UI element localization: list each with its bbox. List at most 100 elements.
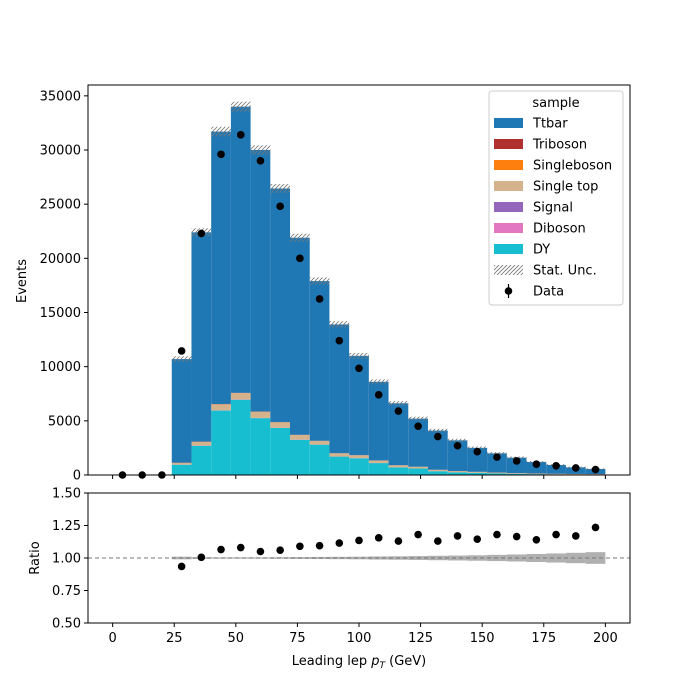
- bar-single-top-bin-19: [487, 472, 507, 474]
- bar-single-top-bin-13: [368, 460, 389, 463]
- stat-unc-bin-12: [349, 352, 369, 359]
- stacked-histogram: [171, 106, 606, 475]
- legend-entry-ttbar: Ttbar: [494, 117, 568, 132]
- bar-ttbar-bin-6: [230, 106, 251, 393]
- ratio-y-tick-label: 1.25: [52, 519, 81, 534]
- ratio-y-tick-label: 0.75: [52, 584, 81, 599]
- ratio-y-tick-label: 1.50: [52, 487, 81, 502]
- ratio-point: [355, 536, 363, 545]
- legend-swatch: [494, 223, 523, 233]
- data-point: [236, 131, 245, 139]
- legend-entry-stat-unc-: Stat. Unc.: [494, 264, 597, 279]
- ratio-point: [296, 542, 304, 551]
- legend-label: Singleboson: [533, 159, 612, 174]
- stat-unc-bin-9: [290, 233, 310, 242]
- legend-entry-triboson: Triboson: [494, 138, 587, 153]
- main-panel: 0 5000 10000 15000 20000 25000 30000 35000 Even…: [15, 84, 631, 484]
- data-point: [335, 336, 344, 345]
- x-tick-label: 50: [228, 631, 245, 646]
- bar-dy-bin-15: [408, 468, 428, 475]
- bar-dy-bin-7: [250, 418, 271, 475]
- ratio-point: [256, 547, 265, 556]
- bar-dy-bin-11: [329, 456, 350, 475]
- data-point: [296, 254, 304, 263]
- stat-unc-bin-6: [230, 101, 251, 112]
- data-point: [552, 461, 560, 470]
- ratio-x-axis: 0 25 50 75 100 125 150 175 200: [108, 623, 618, 646]
- bar-ttbar-bin-9: [290, 237, 310, 435]
- bar-single-top-bin-4: [191, 441, 212, 446]
- x-tick-label: 0: [108, 631, 116, 646]
- x-tick-label: 125: [408, 631, 433, 646]
- stat-unc-bin-17: [447, 438, 468, 442]
- bar-dy-bin-12: [349, 458, 369, 475]
- ratio-point: [512, 532, 521, 541]
- legend-entry-signal: Signal: [494, 201, 573, 216]
- stat-uncertainty-bands: [171, 101, 606, 470]
- legend-label: Diboson: [533, 222, 586, 237]
- ratio-point: [217, 545, 225, 554]
- bar-dy-bin-8: [270, 427, 291, 475]
- stat-unc-bin-18: [467, 446, 488, 450]
- stat-unc-bin-15: [408, 416, 428, 421]
- bar-single-top-bin-14: [388, 465, 409, 468]
- ratio-point: [197, 553, 206, 562]
- legend-label: Single top: [533, 180, 598, 195]
- data-point: [276, 202, 284, 211]
- bar-dy-bin-9: [290, 439, 310, 475]
- legend-marker: [504, 287, 513, 295]
- stat-unc-bin-7: [250, 145, 271, 155]
- legend-swatch: [494, 202, 523, 212]
- y-tick-label: 30000: [40, 144, 81, 159]
- ratio-point: [493, 530, 501, 539]
- legend-label: DY: [533, 243, 550, 258]
- legend: sample Ttbar Triboson Singleboson Single to…: [488, 90, 624, 306]
- bar-dy-bin-20: [506, 473, 527, 475]
- y-axis-label-ratio: Ratio: [28, 541, 43, 574]
- bar-single-top-bin-11: [329, 453, 350, 457]
- y-axis-label-events: Events: [15, 259, 30, 303]
- main-x-axis-ticks: [112, 475, 606, 479]
- bar-ttbar-bin-17: [447, 440, 468, 472]
- bar-single-top-bin-5: [211, 404, 231, 411]
- ratio-unc-bin: [546, 553, 566, 563]
- ratio-point: [434, 537, 442, 545]
- bar-ttbar-bin-12: [349, 355, 369, 456]
- legend-swatch: [494, 139, 523, 149]
- y-tick-label: 15000: [40, 306, 81, 321]
- bar-ttbar-bin-8: [270, 188, 291, 423]
- bar-ttbar-bin-19: [487, 453, 507, 473]
- y-tick-label: 35000: [40, 89, 81, 104]
- main-y-axis: 0 5000 10000 15000 20000 25000 30000 35000: [40, 89, 88, 484]
- bar-ttbar-bin-13: [368, 381, 389, 461]
- ratio-y-tick-label: 1.00: [52, 552, 81, 567]
- legend-entry-single-top: Single top: [494, 180, 598, 195]
- bar-ttbar-bin-14: [388, 403, 409, 466]
- bar-dy-bin-13: [368, 463, 389, 475]
- ratio-point: [177, 562, 186, 571]
- stat-unc-bin-11: [329, 321, 350, 328]
- legend-entry-singleboson: Singleboson: [494, 159, 612, 174]
- stat-unc-bin-5: [211, 126, 231, 137]
- legend-label: Signal: [533, 201, 573, 216]
- data-point: [512, 457, 521, 465]
- stat-unc-bin-16: [427, 428, 448, 433]
- legend-label: Stat. Unc.: [533, 264, 597, 279]
- legend-label: Data: [533, 285, 564, 300]
- legend-entry-data: Data: [504, 284, 564, 300]
- ratio-point: [572, 532, 580, 540]
- bar-single-top-bin-17: [447, 471, 468, 473]
- ratio-unc-bin: [230, 557, 251, 559]
- ratio-panel: 0.50 0.75 1.00 1.25 1.50 0 25 50 75 100 125 150 175…: [28, 487, 631, 671]
- ratio-point: [414, 530, 422, 539]
- x-tick-label: 175: [531, 631, 556, 646]
- data-point: [256, 157, 265, 165]
- x-tick-label: 25: [166, 631, 183, 646]
- legend-swatch: [494, 160, 523, 170]
- bar-ttbar-bin-3: [171, 359, 192, 463]
- ratio-point: [374, 534, 383, 542]
- bar-dy-bin-14: [388, 467, 409, 475]
- legend-label: Triboson: [532, 138, 587, 153]
- data-point: [453, 441, 462, 450]
